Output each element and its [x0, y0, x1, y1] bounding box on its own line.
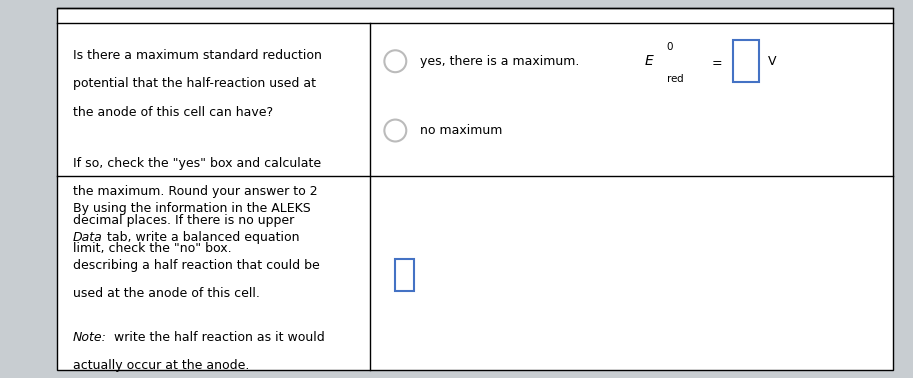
Text: Is there a maximum standard reduction: Is there a maximum standard reduction: [73, 49, 322, 62]
Text: actually occur at the anode.: actually occur at the anode.: [73, 359, 249, 372]
Text: used at the anode of this cell.: used at the anode of this cell.: [73, 287, 260, 300]
Text: $E$: $E$: [644, 54, 655, 68]
Text: potential that the half-reaction used at: potential that the half-reaction used at: [73, 77, 316, 90]
Text: If so, check the "yes" box and calculate: If so, check the "yes" box and calculate: [73, 157, 321, 170]
Text: tab, write a balanced equation: tab, write a balanced equation: [103, 231, 299, 243]
Text: $=$: $=$: [709, 55, 723, 68]
Text: describing a half reaction that could be: describing a half reaction that could be: [73, 259, 320, 272]
Text: $0$: $0$: [666, 40, 675, 52]
Text: Note:: Note:: [73, 331, 107, 344]
FancyBboxPatch shape: [733, 40, 759, 82]
Text: decimal places. If there is no upper: decimal places. If there is no upper: [73, 214, 294, 226]
Text: yes, there is a maximum.: yes, there is a maximum.: [420, 55, 580, 68]
Text: By using the information in the ALEKS: By using the information in the ALEKS: [73, 202, 310, 215]
Text: the anode of this cell can have?: the anode of this cell can have?: [73, 106, 273, 119]
Text: $\mathrm{red}$: $\mathrm{red}$: [666, 72, 685, 84]
Text: V: V: [768, 55, 776, 68]
Text: limit, check the "no" box.: limit, check the "no" box.: [73, 242, 232, 255]
FancyBboxPatch shape: [57, 8, 893, 370]
Text: no maximum: no maximum: [420, 124, 502, 137]
Text: the maximum. Round your answer to 2: the maximum. Round your answer to 2: [73, 185, 318, 198]
Text: write the half reaction as it would: write the half reaction as it would: [110, 331, 324, 344]
Text: Data: Data: [73, 231, 103, 243]
FancyBboxPatch shape: [395, 259, 414, 291]
